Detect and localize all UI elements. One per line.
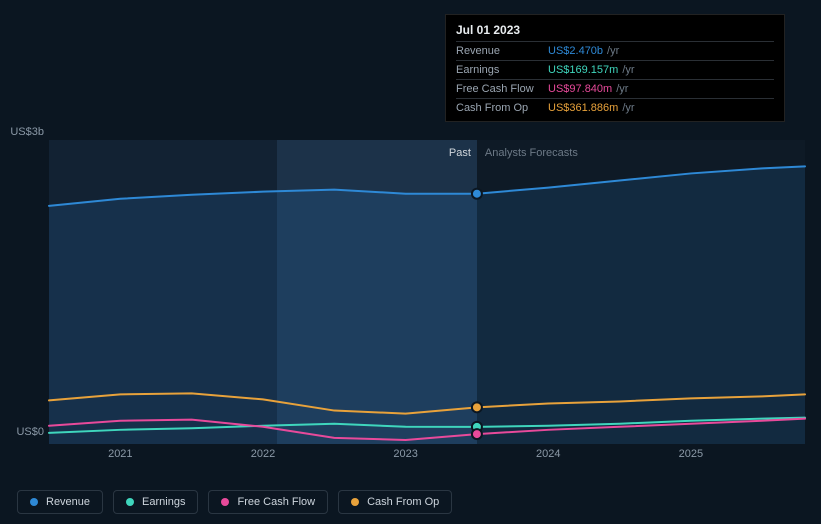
- tooltip-row-value: US$169.157m: [548, 64, 618, 76]
- legend-item-cash_from_op[interactable]: Cash From Op: [338, 490, 452, 514]
- tooltip-row-label: Free Cash Flow: [456, 83, 548, 95]
- tooltip-row: Cash From OpUS$361.886m/yr: [456, 98, 774, 117]
- region-label-forecasts: Analysts Forecasts: [485, 147, 578, 159]
- tooltip-row-unit: /yr: [616, 83, 628, 95]
- y-tick-max: US$3b: [10, 126, 44, 138]
- cash_from_op-marker: [472, 402, 482, 412]
- tooltip-row-label: Revenue: [456, 45, 548, 57]
- tooltip-row-value: US$361.886m: [548, 102, 618, 114]
- legend-dot: [126, 498, 134, 506]
- series-lines: [49, 140, 805, 444]
- tooltip-row-unit: /yr: [607, 45, 619, 57]
- plot-area[interactable]: [49, 140, 805, 444]
- legend-label: Free Cash Flow: [237, 496, 315, 508]
- legend-label: Earnings: [142, 496, 185, 508]
- legend: Revenue Earnings Free Cash Flow Cash From O…: [17, 490, 452, 514]
- tooltip: Jul 01 2023 RevenueUS$2.470b/yrEarningsU…: [445, 14, 785, 122]
- tooltip-row-value: US$2.470b: [548, 45, 603, 57]
- legend-item-revenue[interactable]: Revenue: [17, 490, 103, 514]
- x-tick: 2023: [393, 448, 417, 460]
- revenue-marker: [472, 189, 482, 199]
- x-tick: 2025: [679, 448, 703, 460]
- x-tick: 2022: [251, 448, 275, 460]
- legend-dot: [30, 498, 38, 506]
- x-axis: 2021 2022 2023 2024 2025: [49, 448, 805, 468]
- financials-chart: { "chart": { "type": "line-area", "backg…: [0, 0, 821, 524]
- region-label-past: Past: [449, 147, 471, 159]
- y-tick-min: US$0: [16, 426, 44, 438]
- tooltip-row-unit: /yr: [622, 102, 634, 114]
- tooltip-date: Jul 01 2023: [456, 23, 774, 37]
- legend-label: Revenue: [46, 496, 90, 508]
- legend-label: Cash From Op: [367, 496, 439, 508]
- legend-dot: [221, 498, 229, 506]
- tooltip-row: EarningsUS$169.157m/yr: [456, 60, 774, 79]
- legend-item-earnings[interactable]: Earnings: [113, 490, 198, 514]
- legend-item-free_cash_flow[interactable]: Free Cash Flow: [208, 490, 328, 514]
- x-tick: 2021: [108, 448, 132, 460]
- legend-dot: [351, 498, 359, 506]
- tooltip-row-label: Earnings: [456, 64, 548, 76]
- tooltip-row: Free Cash FlowUS$97.840m/yr: [456, 79, 774, 98]
- tooltip-row-label: Cash From Op: [456, 102, 548, 114]
- x-tick: 2024: [536, 448, 560, 460]
- tooltip-row-value: US$97.840m: [548, 83, 612, 95]
- tooltip-row-unit: /yr: [622, 64, 634, 76]
- tooltip-row: RevenueUS$2.470b/yr: [456, 41, 774, 60]
- free_cash_flow-marker: [472, 429, 482, 439]
